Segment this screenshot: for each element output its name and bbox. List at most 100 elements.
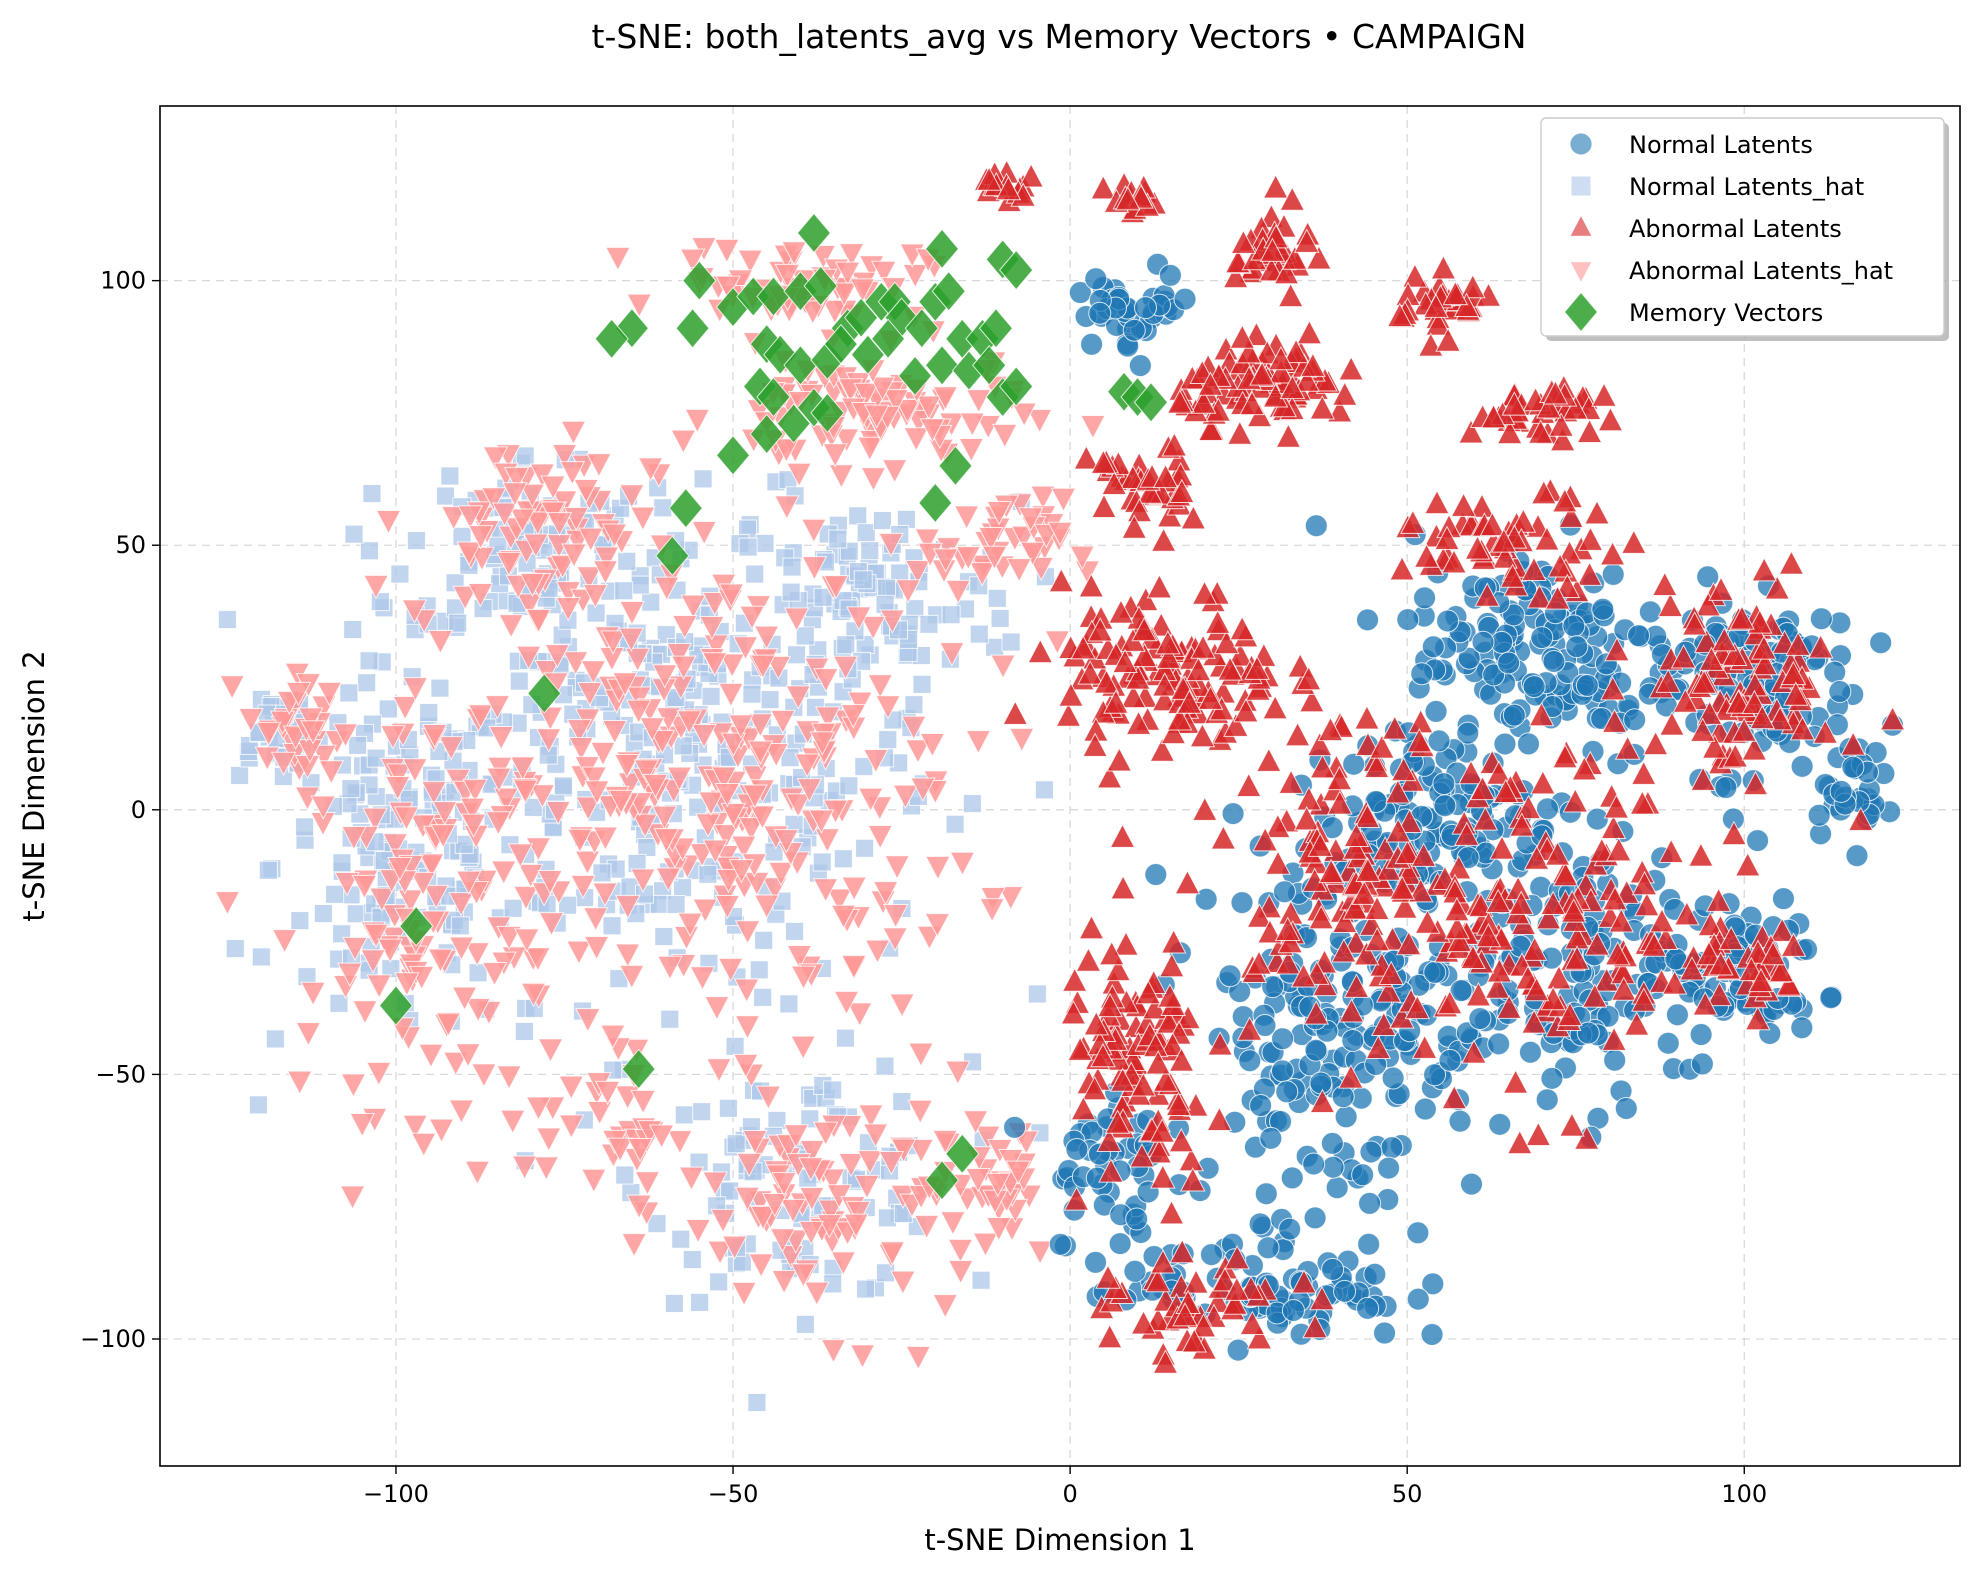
- scatter-point: [666, 642, 692, 668]
- scatter-point: [1746, 829, 1770, 853]
- scatter-point: [421, 781, 447, 806]
- scatter-point: [767, 1110, 787, 1130]
- legend-label: Normal Latents_hat: [1629, 173, 1864, 201]
- scatter-point: [803, 1281, 830, 1307]
- scatter-point: [718, 682, 744, 708]
- scatter-point: [605, 246, 631, 272]
- scatter-point: [1845, 844, 1869, 868]
- scatter-point: [1091, 493, 1117, 519]
- scatter-point: [438, 736, 465, 761]
- scatter-point: [1229, 615, 1255, 641]
- scatter-point: [879, 609, 906, 634]
- scatter-point: [1497, 651, 1521, 675]
- scatter-point: [904, 560, 931, 585]
- scatter-point: [1657, 592, 1684, 617]
- scatter-point: [448, 613, 468, 633]
- scatter-point: [664, 1293, 684, 1313]
- scatter-point: [1559, 1112, 1585, 1137]
- scatter-point: [787, 645, 807, 665]
- scatter-point: [1358, 1191, 1382, 1215]
- scatter-point: [1396, 608, 1420, 632]
- scatter-point: [1080, 332, 1104, 356]
- scatter-point: [533, 1156, 560, 1181]
- scatter-point: [875, 1056, 895, 1076]
- scatter-point: [1471, 630, 1495, 654]
- scatter-point: [1073, 445, 1100, 470]
- scatter-point: [1261, 975, 1285, 999]
- scatter-point: [544, 644, 571, 669]
- scatter-point: [884, 855, 910, 880]
- scatter-point: [997, 886, 1024, 911]
- scatter-point: [332, 853, 352, 873]
- scatter-point: [464, 1160, 491, 1186]
- scatter-point: [1690, 1052, 1714, 1076]
- memory-vector-point: [682, 260, 717, 301]
- scatter-point: [1277, 282, 1304, 308]
- scatter-point: [990, 608, 1010, 628]
- scatter-point: [503, 898, 523, 918]
- scatter-point: [877, 578, 897, 598]
- scatter-point: [695, 813, 721, 838]
- scatter-point: [872, 881, 899, 906]
- scatter-point: [467, 704, 494, 729]
- scatter-point: [867, 825, 894, 850]
- scatter-point: [580, 660, 607, 685]
- scatter-point: [378, 699, 398, 719]
- scatter-point: [265, 1029, 285, 1049]
- scatter-point: [344, 524, 364, 544]
- scatter-point: [1280, 1166, 1304, 1190]
- scatter-point: [828, 529, 848, 549]
- scatter-point: [1256, 1236, 1280, 1260]
- y-tick-label: 100: [100, 267, 146, 295]
- memory-vector-point: [715, 434, 751, 476]
- scatter-point: [1373, 1321, 1397, 1345]
- scatter-point: [882, 927, 908, 952]
- legend-label: Memory Vectors: [1629, 299, 1823, 327]
- scatter-point: [945, 1060, 971, 1085]
- scatter-point: [1113, 931, 1139, 956]
- scatter-point: [795, 1314, 815, 1334]
- scatter-point: [427, 629, 454, 655]
- scatter-point: [525, 837, 552, 862]
- scatter-point: [647, 1214, 667, 1234]
- scatter-point: [313, 904, 333, 924]
- scatter-point: [826, 888, 853, 913]
- scatter-point: [801, 518, 827, 544]
- scatter-point: [725, 1036, 745, 1056]
- scatter-point: [1321, 1257, 1345, 1281]
- scatter-point: [1413, 543, 1440, 568]
- scatter-point: [754, 930, 774, 950]
- scatter-point: [525, 608, 552, 634]
- scatter-point: [856, 436, 883, 462]
- scatter-point: [1075, 947, 1102, 972]
- scatter-point: [953, 505, 980, 530]
- scatter-point: [1620, 529, 1647, 554]
- scatter-point: [666, 894, 686, 914]
- legend-marker: [1570, 175, 1592, 197]
- scatter-point: [1084, 1250, 1108, 1274]
- scatter-point: [1377, 1156, 1401, 1180]
- scatter-point: [1078, 914, 1105, 940]
- legend-marker: [1569, 132, 1593, 156]
- scatter-point: [689, 966, 716, 991]
- scatter-point: [1254, 1182, 1278, 1206]
- scatter-point: [987, 588, 1007, 608]
- scatter-point: [1356, 1296, 1380, 1320]
- scatter-point: [406, 531, 426, 551]
- scatter-point: [812, 852, 832, 872]
- scatter-point: [822, 443, 849, 468]
- scatter-point: [1614, 1096, 1638, 1120]
- scatter-point: [1341, 1028, 1365, 1052]
- scatter-point: [1210, 825, 1237, 850]
- scatter-point: [667, 1130, 693, 1155]
- scatter-point: [947, 1238, 974, 1264]
- scatter-point: [535, 1127, 562, 1152]
- scatter-point: [339, 1185, 366, 1210]
- scatter-point: [1389, 556, 1415, 581]
- scatter-point: [1248, 1212, 1272, 1236]
- scatter-point: [1108, 1232, 1132, 1256]
- scatter-point: [615, 1165, 635, 1185]
- scatter-point: [1001, 632, 1021, 652]
- scatter-point: [1542, 649, 1566, 673]
- scatter-point: [641, 592, 661, 612]
